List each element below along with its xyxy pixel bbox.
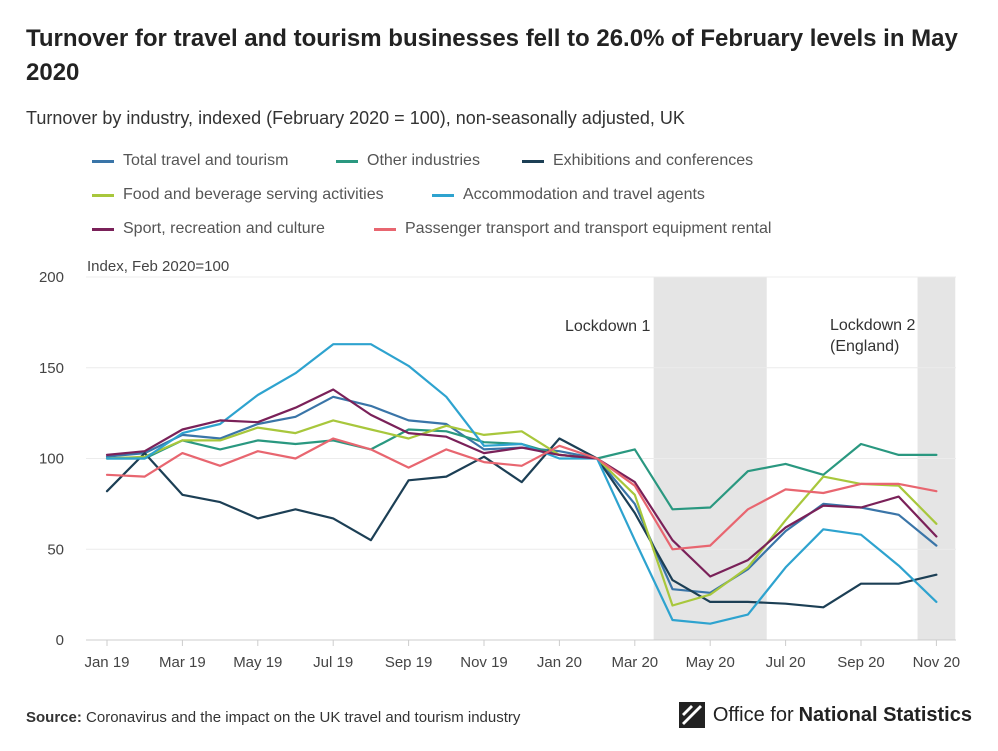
- x-tick-label: Sep 20: [837, 654, 885, 671]
- source-label: Source:: [26, 709, 82, 726]
- series-line: [105, 388, 938, 578]
- series-line: [105, 428, 938, 511]
- shaded-period-label-line: Lockdown 1: [565, 318, 650, 335]
- series-line: [105, 395, 938, 594]
- y-tick-label: 0: [56, 632, 64, 649]
- x-tick-label: Nov 20: [913, 654, 961, 671]
- series-line: [105, 343, 938, 625]
- ons-logo-icon: [678, 702, 705, 728]
- y-tick-label: 100: [39, 451, 64, 468]
- source-note: Source: Coronavirus and the impact on th…: [26, 709, 520, 726]
- logo-prefix: Office for: [712, 703, 794, 726]
- series-line: [105, 437, 938, 609]
- x-tick-label: Mar 19: [159, 654, 206, 671]
- shaded-period-label-line: Lockdown 2: [830, 317, 915, 334]
- x-tick-label: Jul 19: [313, 654, 353, 671]
- x-tick-label: Nov 19: [460, 654, 508, 671]
- logo-bold: National Statistics: [798, 703, 972, 726]
- line-chart: Index, Feb 2020=100 0 50 100 150 200 Jan 19 Mar…: [39, 258, 961, 671]
- shaded-period-label: Lockdown 1: [565, 318, 650, 335]
- x-tick-label: May 19: [233, 654, 282, 671]
- shaded-period-label-line: (England): [830, 338, 899, 355]
- x-tick-label: Sep 19: [385, 654, 433, 671]
- chart-title: Turnover for travel and tourism business…: [26, 25, 958, 86]
- ons-logo: Office for National Statistics: [678, 702, 972, 728]
- x-tick-label: Jan 19: [84, 654, 129, 671]
- x-tick-label: Jul 20: [766, 654, 806, 671]
- chart-subtitle: Turnover by industry, indexed (February …: [26, 108, 685, 128]
- y-tick-label: 200: [39, 269, 64, 286]
- y-tick-label: 50: [47, 541, 64, 558]
- series-line: [105, 437, 938, 551]
- y-tick-label: 150: [39, 360, 64, 377]
- shaded-period-label: Lockdown 2 (England): [830, 317, 915, 355]
- x-tick-label: Mar 20: [611, 654, 658, 671]
- y-axis-label: Index, Feb 2020=100: [87, 258, 229, 275]
- x-tick-label: May 20: [686, 654, 735, 671]
- source-text: Coronavirus and the impact on the UK tra…: [86, 709, 521, 726]
- series-line: [105, 419, 938, 607]
- x-tick-label: Jan 20: [537, 654, 582, 671]
